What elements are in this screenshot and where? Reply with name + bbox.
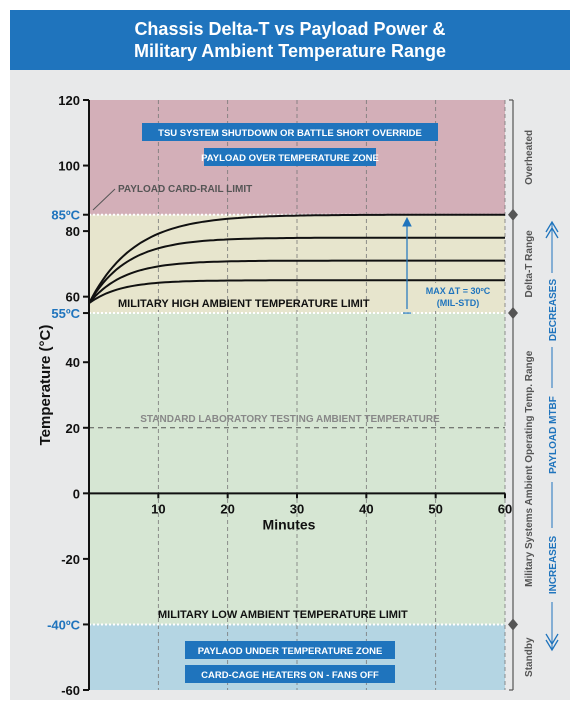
right-bracket-marker-0 (508, 208, 518, 221)
mtbf-label-bg (545, 388, 559, 482)
mil-high-label: MILITARY HIGH AMBIENT TEMPERATURE LIMIT (118, 298, 370, 310)
band-label-2: Military Systems Ambient Operating Temp.… (524, 350, 535, 587)
annotation-box-bottom-2: CARD-CAGE HEATERS ON - FANS OFF (201, 670, 379, 681)
mtbf-decreases: DECREASES (548, 279, 559, 342)
y-tick-hl-label-1: 55ºC (51, 306, 80, 321)
x-tick-label-1: 20 (220, 501, 234, 516)
series-line-1 (88, 236, 505, 304)
band-label-3: Standby (524, 637, 535, 677)
mil-low-label: MILITARY LOW AMBIENT TEMPERATURE LIMIT (158, 609, 408, 621)
annotation-box-top-1: TSU SYSTEM SHUTDOWN OR BATTLE SHORT OVER… (158, 128, 422, 139)
y-tick-label-4: 40 (66, 355, 80, 370)
mtbf-arrow-down-a (545, 633, 559, 646)
mtbf-arrow-up-a (545, 220, 559, 233)
x-tick-label-5: 60 (498, 501, 512, 516)
title-line-2: Military Ambient Temperature Range (133, 41, 447, 61)
y-tick-label-2: 80 (66, 224, 80, 239)
y-tick-label-1: 100 (58, 159, 80, 174)
annotation-box-bottom-1-box (185, 641, 395, 659)
annotation-box-top-2: PAYLOAD OVER TEMPERATURE ZONE (201, 153, 379, 164)
y-axis-title: Temperature (°C) (37, 325, 54, 446)
annotation-box-top-2-box (204, 148, 376, 166)
mtbf-increases: INCREASES (548, 536, 559, 595)
x-axis-title: Minutes (263, 516, 316, 532)
series-line-2 (88, 259, 505, 304)
y-tick-hl-label-0: 85ºC (51, 208, 80, 223)
x-tick-label-3: 40 (359, 501, 373, 516)
series-line-3 (88, 279, 505, 305)
right-bracket-marker-2 (508, 618, 518, 631)
annotation-box-bottom-2-box (185, 665, 395, 683)
y-tick-label-0: 120 (58, 93, 80, 108)
annotation-box-bottom-1: PAYLAOD UNDER TEMPERATURE ZONE (198, 646, 383, 657)
payload-rail-leader (92, 188, 116, 211)
mtbf-label: PAYLOAD MTBF (548, 396, 559, 474)
band-label-0: Overheated (524, 130, 535, 185)
max-dt-label-1: MAX ΔT = 30ºC (426, 286, 491, 296)
band-label-1: Delta-T Range (524, 230, 535, 298)
x-tick-label-0: 10 (151, 501, 165, 516)
right-bracket-marker-1 (508, 307, 518, 320)
mtbf-increases-bg (545, 528, 559, 602)
y-tick-label-7: -20 (61, 552, 80, 567)
y-tick-label-5: 20 (66, 421, 80, 436)
payload-rail-label: PAYLOAD CARD-RAIL LIMIT (118, 184, 252, 195)
max-dt-label-2: (MIL-STD) (437, 298, 480, 308)
y-tick-label-8: -60 (61, 683, 80, 698)
title-line-1: Chassis Delta-T vs Payload Power & (134, 19, 446, 39)
y-tick-label-6: 0 (73, 486, 80, 501)
x-tick-label-4: 50 (428, 501, 442, 516)
max-dt-bg (413, 283, 503, 311)
mtbf-arrow-up-b (545, 226, 559, 239)
y-tick-hl-label-2: -40ºC (47, 617, 81, 632)
chart-header: Chassis Delta-T vs Payload Power & Milit… (10, 10, 570, 70)
annotation-box-top-1-box (142, 123, 438, 141)
series-line-0 (88, 213, 505, 304)
x-tick-label-2: 30 (290, 501, 304, 516)
lab-temp-label: STANDARD LABORATORY TESTING AMBIENT TEMP… (140, 414, 440, 425)
mtbf-arrow-down-b (545, 639, 559, 652)
y-tick-label-3: 60 (66, 290, 80, 305)
mtbf-decreases-bg (545, 273, 559, 347)
